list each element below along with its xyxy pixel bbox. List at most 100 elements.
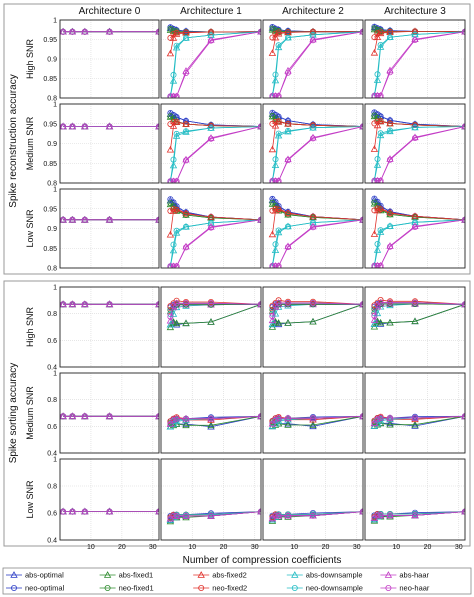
point-marker bbox=[384, 571, 393, 578]
point-marker bbox=[169, 76, 178, 84]
legend-label: abs-downsample bbox=[306, 571, 363, 580]
point-marker bbox=[167, 110, 174, 117]
point-marker bbox=[169, 207, 178, 214]
y-tick-label: 0.8 bbox=[47, 96, 57, 103]
point-marker bbox=[411, 299, 418, 306]
y-tick-label: 0.4 bbox=[47, 538, 57, 545]
point-marker bbox=[309, 512, 316, 519]
series-group bbox=[166, 24, 261, 98]
point-marker bbox=[309, 224, 316, 231]
point-marker bbox=[386, 34, 393, 41]
group-label: Spike sorting accuracy bbox=[8, 363, 19, 464]
point-marker bbox=[371, 120, 378, 127]
point-marker bbox=[207, 318, 215, 325]
point-marker bbox=[275, 29, 282, 36]
y-tick-label: 0.9 bbox=[47, 226, 57, 233]
point-marker bbox=[269, 25, 276, 32]
point-marker bbox=[284, 415, 291, 422]
series-line-neo-haar bbox=[374, 511, 465, 519]
x-tick-label: 10 bbox=[188, 544, 196, 551]
legend-item: neo-optimal bbox=[6, 584, 65, 593]
y-tick-label: 1 bbox=[53, 18, 57, 25]
point-marker bbox=[81, 508, 88, 515]
point-marker bbox=[411, 222, 419, 230]
point-marker bbox=[274, 228, 283, 236]
point-marker bbox=[60, 123, 67, 130]
series-line-neo-downsample bbox=[374, 31, 465, 96]
series-group bbox=[268, 109, 363, 183]
point-marker bbox=[370, 145, 379, 152]
point-marker bbox=[268, 49, 277, 56]
legend: abs-optimal abs-fixed1 abs-fixed2 abs-downs… bbox=[2, 567, 472, 595]
point-marker bbox=[182, 223, 189, 230]
point-marker bbox=[411, 420, 419, 428]
row-label: Medium SNR bbox=[25, 116, 35, 170]
legend-label: neo-haar bbox=[399, 584, 430, 593]
series-line-neo-downsample bbox=[170, 126, 261, 182]
point-marker bbox=[103, 571, 112, 578]
series-group bbox=[268, 507, 363, 524]
point-marker bbox=[182, 319, 190, 327]
group-label: Spike reconstruction accuracy bbox=[8, 74, 19, 207]
point-marker bbox=[271, 76, 280, 84]
point-marker bbox=[106, 123, 113, 130]
series-line-neo-fixed2 bbox=[374, 207, 465, 221]
point-marker bbox=[309, 35, 317, 43]
point-marker bbox=[269, 420, 276, 427]
point-marker bbox=[274, 131, 283, 139]
point-marker bbox=[207, 35, 215, 43]
point-marker bbox=[271, 198, 280, 206]
legend-item: abs-downsample bbox=[286, 571, 363, 580]
point-marker bbox=[106, 28, 113, 35]
y-tick-label: 0.9 bbox=[47, 141, 57, 148]
panel-sorting bbox=[364, 286, 466, 368]
panel-sorting bbox=[262, 286, 364, 368]
panel-sorting bbox=[364, 372, 466, 454]
point-marker bbox=[169, 199, 178, 206]
series-group bbox=[166, 196, 261, 268]
point-marker bbox=[275, 227, 282, 234]
series-line-neo-downsample bbox=[374, 126, 465, 181]
x-tick-label: 20 bbox=[118, 544, 126, 551]
series-line-neo-haar bbox=[374, 415, 465, 424]
point-marker bbox=[386, 69, 393, 76]
point-marker bbox=[284, 244, 291, 251]
point-marker bbox=[275, 512, 282, 519]
point-marker bbox=[275, 299, 282, 306]
series-group bbox=[370, 296, 465, 330]
x-tick-label: 20 bbox=[220, 544, 228, 551]
legend-item: abs-fixed2 bbox=[193, 571, 247, 580]
point-marker bbox=[373, 33, 382, 40]
point-marker bbox=[377, 118, 384, 125]
y-tick-label: 0.6 bbox=[47, 338, 57, 345]
point-marker bbox=[269, 195, 276, 202]
panel-border bbox=[59, 458, 160, 541]
panel-reconstruction bbox=[59, 19, 160, 99]
point-marker bbox=[377, 227, 384, 234]
panel-border bbox=[364, 188, 466, 269]
point-marker bbox=[207, 513, 214, 520]
panel-reconstruction bbox=[364, 19, 466, 99]
series-line-neo-haar bbox=[170, 511, 261, 520]
point-marker bbox=[167, 313, 174, 320]
point-marker bbox=[173, 300, 180, 307]
point-marker bbox=[69, 413, 76, 420]
point-marker bbox=[284, 34, 291, 41]
series-line-neo-downsample bbox=[170, 31, 261, 97]
series-group bbox=[370, 507, 465, 524]
panel-reconstruction bbox=[160, 19, 262, 99]
x-tick-label: 30 bbox=[149, 544, 157, 551]
point-marker bbox=[374, 155, 381, 162]
point-marker bbox=[377, 29, 384, 36]
point-marker bbox=[182, 300, 189, 307]
point-marker bbox=[81, 301, 88, 308]
point-marker bbox=[309, 219, 316, 226]
y-tick-label: 0.6 bbox=[47, 424, 57, 431]
series-line-neo-fixed2 bbox=[170, 31, 261, 39]
point-marker bbox=[10, 585, 17, 592]
point-marker bbox=[275, 118, 282, 125]
point-marker bbox=[309, 213, 316, 220]
panel-border bbox=[262, 458, 364, 541]
row-label: Low SNR bbox=[25, 209, 35, 248]
column-title: Architecture 0 bbox=[79, 6, 141, 17]
